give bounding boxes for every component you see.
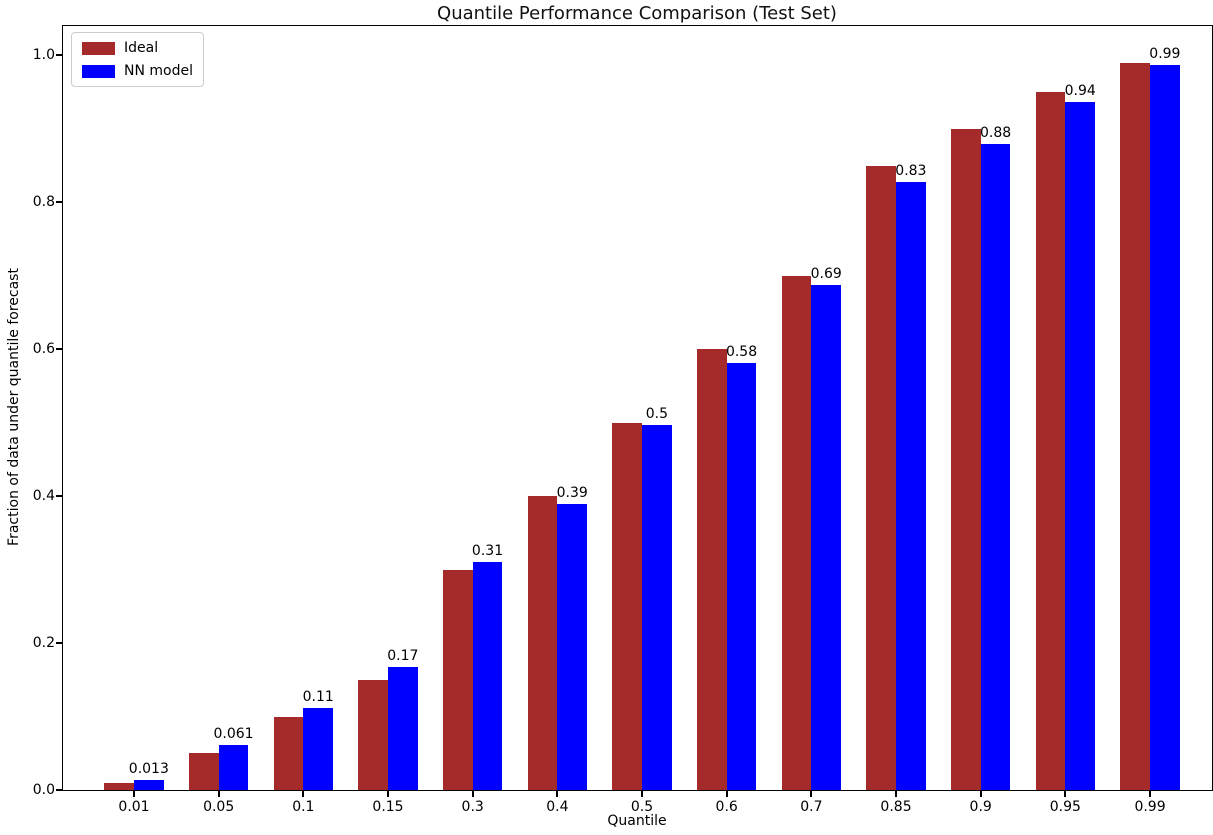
y-tick [56,348,63,351]
x-tick [641,790,643,797]
y-tick [56,642,63,644]
y-tick-label: 1.0 [32,47,55,64]
x-tick [895,790,897,797]
bar-nn [980,144,1011,790]
bar-nn [303,708,334,790]
bar-nn [388,666,418,790]
y-tick-label: 0.2 [32,635,55,652]
x-tick-label: 0.5 [630,799,654,815]
y-tick-label: 0.0 [32,782,55,798]
x-tick [471,790,474,797]
x-tick [810,790,813,797]
bar-nn [896,181,926,790]
chart-title: Quantile Performance Comparison (Test Se… [437,3,837,24]
bar-ideal [696,349,727,790]
bar-ideal [527,496,558,790]
bar-nn [472,562,503,790]
x-tick-label: 0.95 [1049,799,1081,815]
bar-value-label: 0.013 [128,761,169,778]
bar-ideal [612,422,642,790]
x-tick [387,790,389,797]
legend-entry-ideal: Ideal [82,40,193,56]
x-tick-label: 0.9 [969,799,992,815]
y-tick [56,201,63,204]
x-tick [217,790,220,797]
bar-ideal [104,782,134,790]
y-tick [56,495,63,498]
bar-value-label: 0.83 [895,162,927,179]
x-tick-label: 0.05 [203,799,235,815]
x-axis-label: Quantile [607,813,667,829]
bar-ideal [358,679,388,790]
x-tick [302,790,305,797]
x-tick-label: 0.3 [461,799,484,815]
plot-area: Ideal NN model 0.0 0.2 0.4 0.6 0.8 1.0 0.013 0.… [33,25,1213,815]
x-tick [1064,790,1067,797]
bar-nn [134,780,164,790]
x-tick-label: 0.01 [118,799,150,815]
bar-nn [1065,101,1096,790]
bar-value-label: 0.31 [471,543,504,560]
legend-swatch-ideal [82,41,115,55]
y-tick-label: 0.6 [32,341,55,358]
x-tick-label: 0.4 [546,799,569,815]
y-tick [56,789,63,791]
x-tick-label: 0.85 [880,799,912,815]
y-axis-label-wrap: Fraction of data under quantile forecast [4,25,24,789]
x-tick [556,790,559,797]
bar-nn [557,503,588,790]
bar-ideal [781,275,812,790]
x-tick [133,790,135,797]
x-tick-label: 0.7 [800,799,823,815]
y-tick-label: 0.8 [32,194,55,211]
bar-value-label: 0.99 [1149,45,1181,62]
bar-ideal [1120,62,1151,790]
legend: Ideal NN model [71,32,204,87]
bar-ideal [442,569,473,790]
legend-entry-nn: NN model [82,63,193,79]
bar-value-label: 0.11 [302,689,334,706]
bar-value-label: 0.69 [810,265,842,282]
legend-swatch-nn [82,64,115,78]
bar-value-label: 0.94 [1064,82,1096,99]
bar-value-label: 0.061 [213,726,254,743]
y-axis-label: Fraction of data under quantile forecast [6,268,22,546]
x-tick-label: 0.1 [292,799,315,815]
bar-value-label: 0.5 [645,405,668,422]
bar-ideal [188,753,219,790]
y-tick [56,54,63,57]
x-tick [979,790,982,797]
x-tick-label: 0.99 [1134,799,1166,815]
bar-ideal [866,165,897,790]
legend-label-nn: NN model [124,63,193,79]
bar-nn [726,363,757,790]
bar-nn [1150,64,1180,790]
x-tick [725,790,728,797]
bar-value-label: 0.58 [725,344,758,361]
x-tick-label: 0.6 [715,799,738,815]
bar-value-label: 0.88 [979,125,1012,142]
bar-nn [218,745,249,790]
bar-nn [642,424,672,790]
y-tick-label: 0.4 [32,488,55,505]
bar-value-label: 0.39 [556,484,588,501]
bar-nn [811,284,842,790]
bar-ideal [273,716,304,790]
bar-value-label: 0.17 [387,647,419,664]
x-tick-label: 0.15 [372,799,404,815]
x-tick [1149,790,1151,797]
bar-ideal [951,128,981,790]
bar-ideal [1035,92,1066,790]
legend-label-ideal: Ideal [124,40,159,56]
